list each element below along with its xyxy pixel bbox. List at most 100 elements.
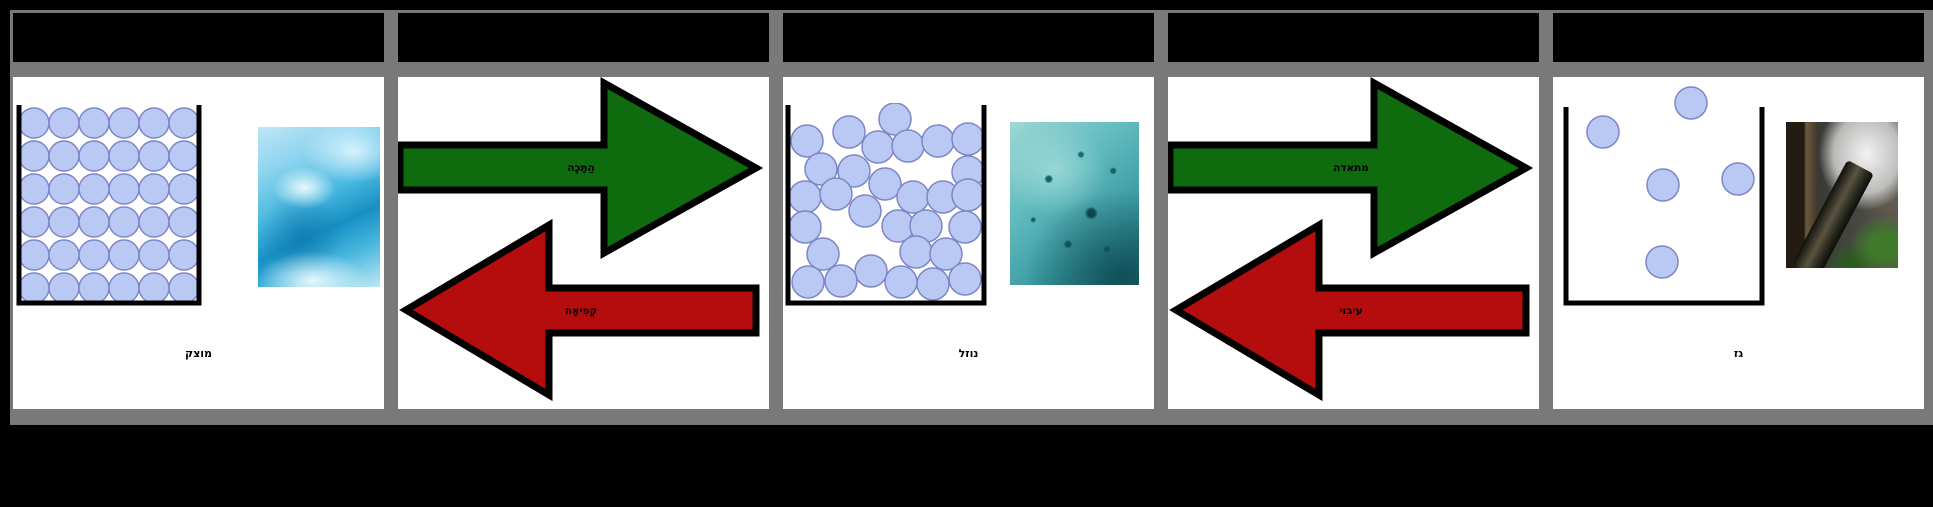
panel-body-liquid: נוזל bbox=[783, 77, 1154, 409]
panel-header-solid bbox=[13, 13, 384, 62]
solid-particle-diagram bbox=[16, 105, 202, 306]
state-label-solid: מוצק bbox=[184, 347, 213, 360]
particle bbox=[929, 237, 963, 271]
particle bbox=[824, 264, 858, 298]
panel-evaporate-condense: מתאדה עיבוי bbox=[1168, 13, 1539, 409]
particle bbox=[854, 254, 888, 288]
particle bbox=[48, 239, 80, 271]
particle bbox=[1646, 168, 1680, 202]
particle bbox=[891, 129, 925, 163]
gas-particle-diagram bbox=[1563, 86, 1765, 306]
particle bbox=[78, 140, 110, 172]
water-droplets-photo bbox=[1010, 122, 1139, 285]
particle bbox=[18, 272, 50, 304]
particle bbox=[804, 152, 838, 186]
panel-body-solid: מוצק bbox=[13, 77, 384, 409]
particle bbox=[819, 177, 853, 211]
melt-freeze-arrows: הַתָּכָה קְפִיאָה bbox=[398, 77, 764, 402]
particle bbox=[1721, 162, 1755, 196]
panel-body-gas: גז bbox=[1553, 77, 1924, 409]
gray-frame: מוצק הַתָּכָה קְפִיאָה bbox=[10, 10, 1933, 425]
particle bbox=[948, 210, 982, 244]
particle bbox=[48, 173, 80, 205]
particle bbox=[78, 107, 110, 139]
panel-header-melt-freeze bbox=[398, 13, 769, 62]
particle bbox=[48, 107, 80, 139]
particle bbox=[1586, 115, 1620, 149]
particle bbox=[138, 140, 170, 172]
panel-body-melt-freeze: הַתָּכָה קְפִיאָה bbox=[398, 77, 769, 409]
liquid-particles bbox=[788, 103, 985, 301]
particle bbox=[78, 239, 110, 271]
particle bbox=[791, 265, 825, 299]
solid-particles bbox=[18, 107, 200, 304]
particle bbox=[108, 173, 140, 205]
particle bbox=[138, 206, 170, 238]
particle bbox=[878, 103, 912, 136]
liquid-particle-diagram bbox=[785, 103, 987, 306]
particle bbox=[108, 239, 140, 271]
melting-arrow-label: הַתָּכָה bbox=[567, 162, 595, 174]
evaporate-condense-arrows: מתאדה עיבוי bbox=[1168, 77, 1534, 402]
particle bbox=[868, 167, 902, 201]
panel-solid: מוצק bbox=[13, 13, 384, 409]
particle bbox=[18, 206, 50, 238]
panel-liquid: נוזל bbox=[783, 13, 1154, 409]
steam-photo bbox=[1786, 122, 1898, 268]
particle bbox=[78, 272, 110, 304]
particle bbox=[896, 180, 930, 214]
particle bbox=[948, 262, 982, 296]
gas-particles bbox=[1586, 86, 1755, 279]
particle bbox=[48, 140, 80, 172]
particle bbox=[1674, 86, 1708, 120]
panel-header-evaporate-condense bbox=[1168, 13, 1539, 62]
particle bbox=[18, 239, 50, 271]
particle bbox=[18, 107, 50, 139]
particle bbox=[848, 194, 882, 228]
panel-gas: גז bbox=[1553, 13, 1924, 409]
particle bbox=[788, 180, 822, 214]
panel-header-gas bbox=[1553, 13, 1924, 62]
condensation-left-arrow bbox=[1169, 218, 1530, 402]
evaporation-right-arrow bbox=[1168, 77, 1534, 259]
particle bbox=[138, 239, 170, 271]
particle bbox=[138, 272, 170, 304]
ice-glacier-photo bbox=[258, 127, 380, 287]
state-label-gas: גז bbox=[1733, 347, 1744, 360]
particle bbox=[108, 140, 140, 172]
freezing-left-arrow bbox=[399, 218, 760, 402]
panel-body-evaporate-condense: מתאדה עיבוי bbox=[1168, 77, 1539, 409]
particle bbox=[168, 140, 200, 172]
particle bbox=[806, 237, 840, 271]
freezing-arrow-label: קְפִיאָה bbox=[565, 305, 598, 317]
particle bbox=[168, 206, 200, 238]
condensation-arrow-label: עיבוי bbox=[1339, 305, 1362, 317]
panel-header-liquid bbox=[783, 13, 1154, 62]
particle bbox=[788, 210, 822, 244]
particle bbox=[832, 115, 866, 149]
particle bbox=[48, 272, 80, 304]
particle bbox=[78, 206, 110, 238]
state-label-liquid: נוזל bbox=[958, 347, 979, 360]
particle bbox=[108, 206, 140, 238]
panels-row: מוצק הַתָּכָה קְפִיאָה bbox=[13, 13, 1924, 409]
particle bbox=[899, 235, 933, 269]
particle bbox=[108, 272, 140, 304]
container-walls bbox=[1563, 107, 1765, 306]
melting-right-arrow bbox=[398, 77, 764, 259]
particle bbox=[108, 107, 140, 139]
particle bbox=[168, 107, 200, 139]
particle bbox=[837, 154, 871, 188]
particle bbox=[168, 173, 200, 205]
particle bbox=[48, 206, 80, 238]
particle bbox=[168, 272, 200, 304]
panel-melt-freeze: הַתָּכָה קְפִיאָה bbox=[398, 13, 769, 409]
particle bbox=[916, 267, 950, 301]
particle bbox=[78, 173, 110, 205]
particle bbox=[861, 130, 895, 164]
evaporation-arrow-label: מתאדה bbox=[1333, 162, 1369, 174]
particle bbox=[18, 173, 50, 205]
container-walls bbox=[785, 105, 987, 306]
particle bbox=[790, 124, 824, 158]
particle bbox=[1645, 245, 1679, 279]
